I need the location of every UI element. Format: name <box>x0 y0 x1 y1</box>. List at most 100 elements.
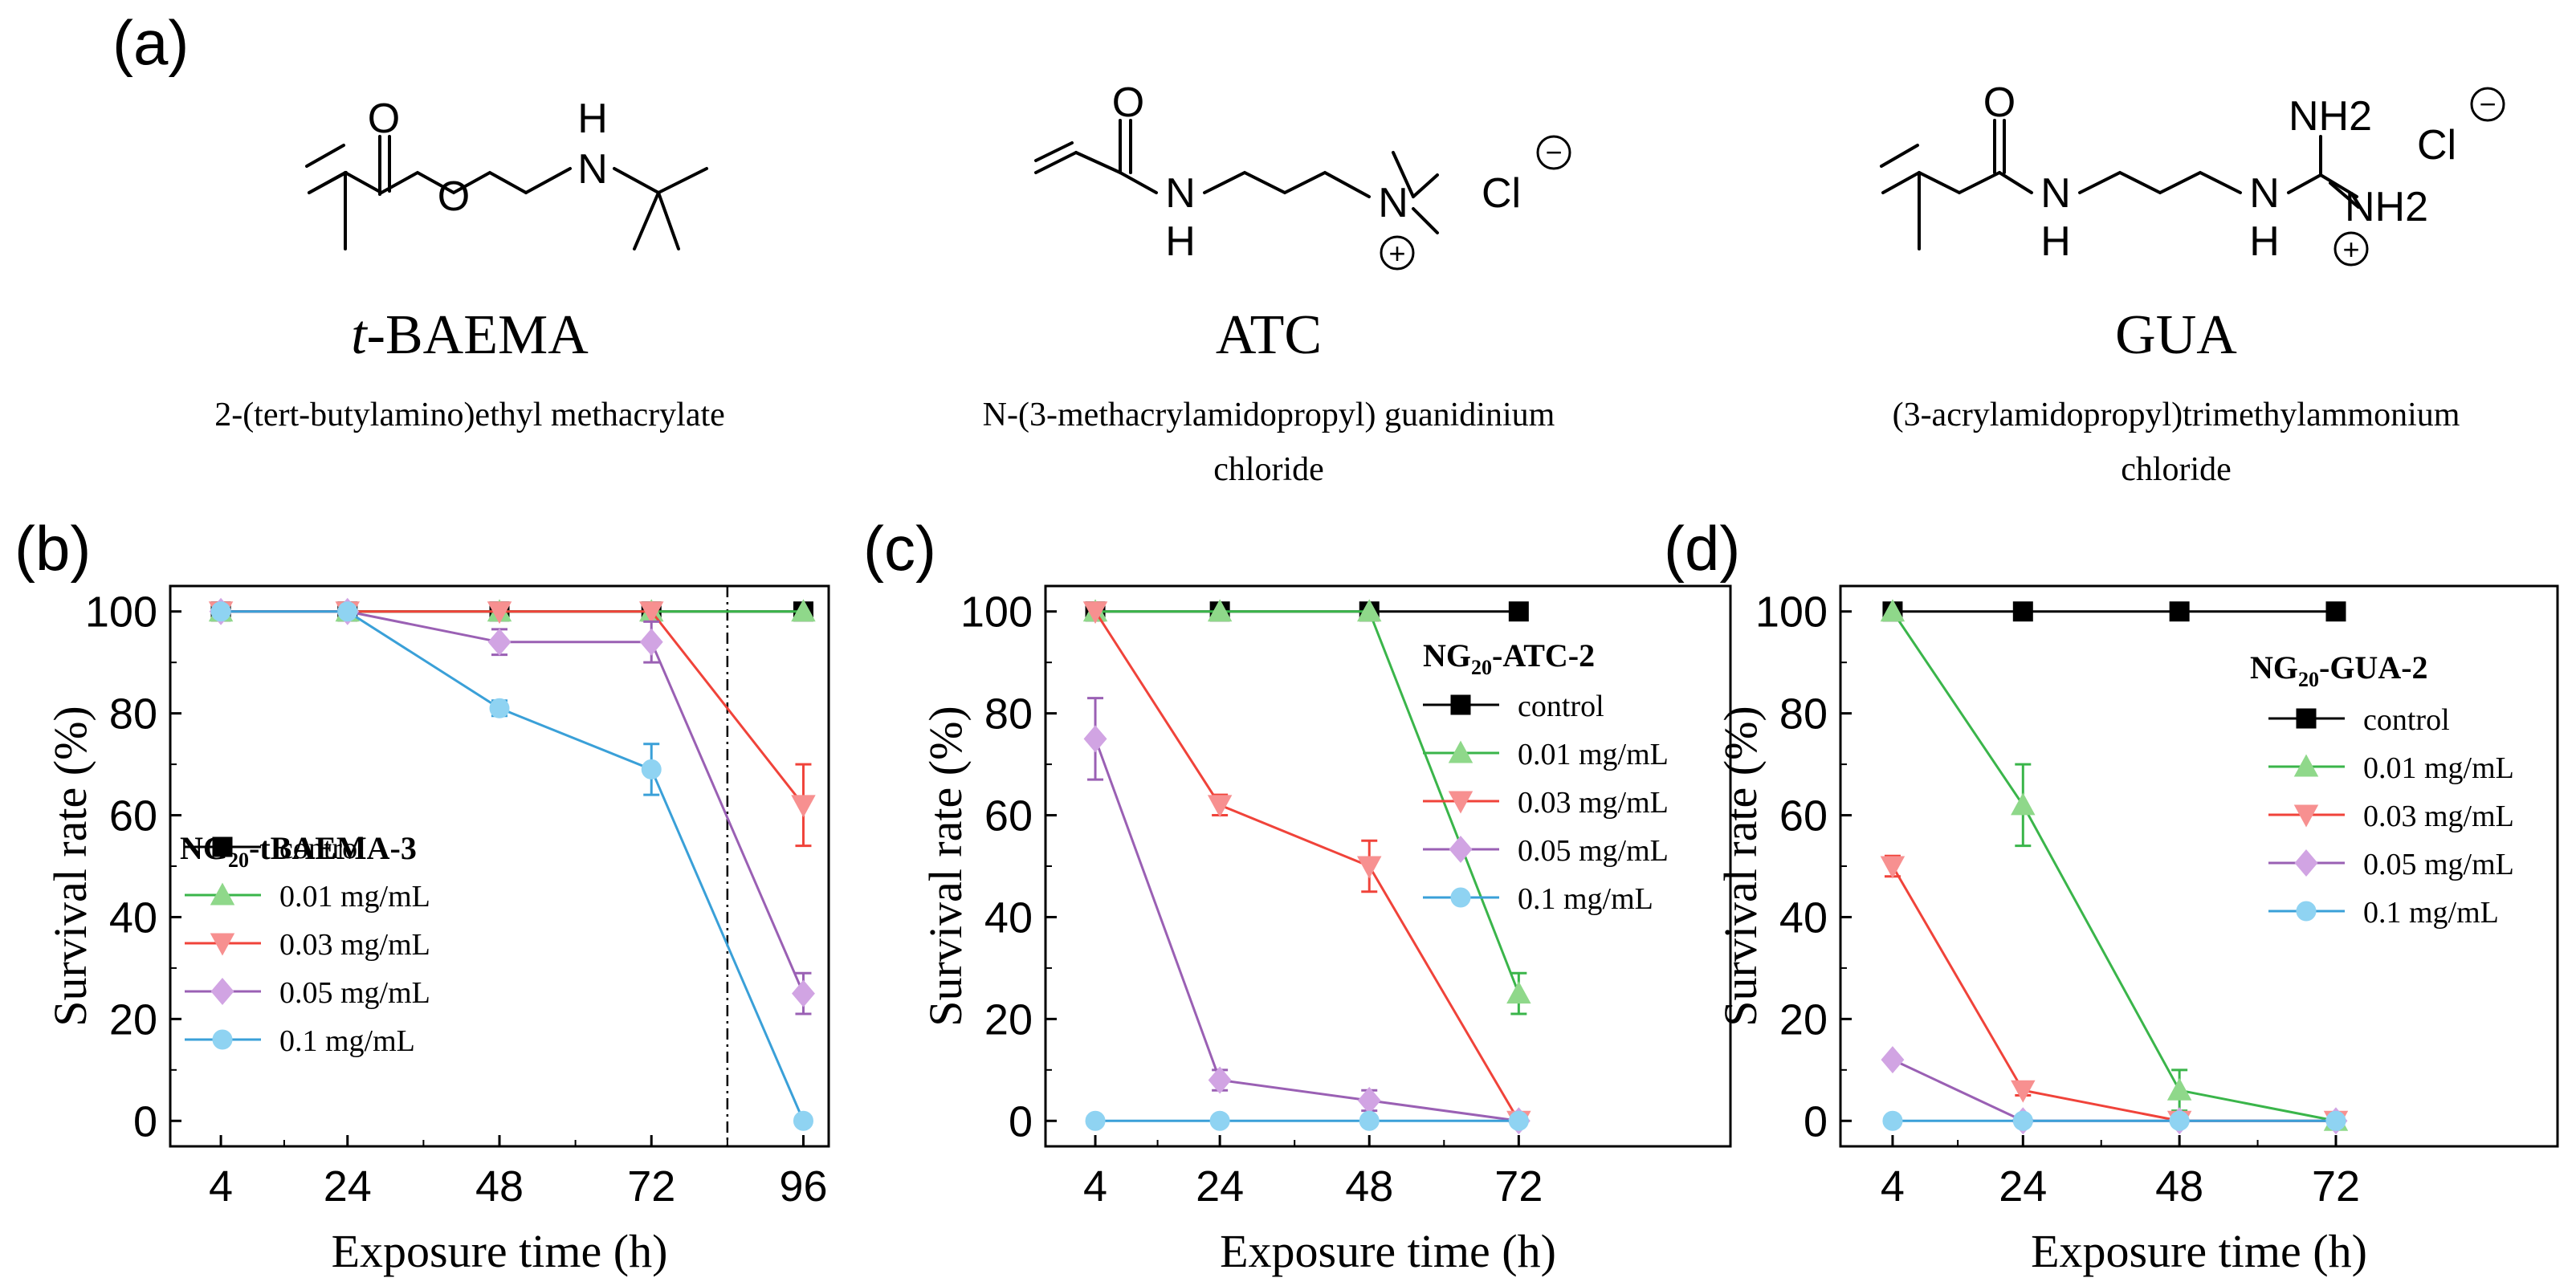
gua-atom-h2: H <box>2249 218 2280 265</box>
x-tick-label: 72 <box>1494 1162 1543 1211</box>
y-axis-label: Survival rate (%) <box>919 706 972 1026</box>
x-tick-label: 72 <box>627 1162 675 1211</box>
structure-atc-name: ATC <box>1216 304 1322 366</box>
data-point <box>337 601 358 622</box>
y-tick-label: 20 <box>984 995 1033 1044</box>
y-tick-label: 100 <box>1755 588 1828 637</box>
tbaema-atom-o2: O <box>438 173 470 220</box>
legend-marker <box>210 882 235 906</box>
data-point <box>1209 1110 1230 1131</box>
legend-marker <box>1449 836 1473 863</box>
legend-title-rest: -GUA-2 <box>2319 649 2428 686</box>
legend-label: 0.01 mg/mL <box>2363 751 2514 785</box>
data-point <box>2012 1110 2033 1131</box>
data-point <box>1207 599 1233 622</box>
legend-marker <box>2296 708 2317 729</box>
gua-atom-nh2a: NH2 <box>2289 93 2372 140</box>
gua-anion-circle <box>2470 87 2505 122</box>
structure-tbaema <box>305 135 708 250</box>
data-point <box>1882 1110 1903 1131</box>
structure-gua <box>1880 119 2360 250</box>
series-line <box>1094 610 1520 1122</box>
legend-marker <box>1450 887 1471 908</box>
series-2 <box>1880 854 2349 1133</box>
legend-title-main: NG <box>2250 649 2298 686</box>
series-4 <box>1882 1110 2346 1131</box>
y-tick-label: 40 <box>984 893 1033 942</box>
atc-cation-circle <box>1380 235 1415 271</box>
structure-atc-caption-line2: chloride <box>1213 451 1324 488</box>
chart-panel-0: (b) 0 20 40 60 80 100 4 24 48 72 96 Exposure time (h… <box>14 513 830 1277</box>
data-point <box>793 1110 813 1131</box>
x-tick-label: 24 <box>1196 1162 1244 1211</box>
legend-label: 0.01 mg/mL <box>279 880 430 914</box>
legend-title-sub: 20 <box>2298 668 2319 691</box>
data-point <box>1207 795 1233 818</box>
y-tick-label: 40 <box>109 893 157 942</box>
legend-title-sub: 20 <box>1471 656 1492 679</box>
legend-label: 0.05 mg/mL <box>1518 834 1669 868</box>
legend-marker <box>2294 849 2318 877</box>
legend-label: 0.05 mg/mL <box>279 976 430 1010</box>
gua-atom-n2: N <box>2249 170 2280 217</box>
y-tick-label: 60 <box>984 792 1033 840</box>
x-tick-label: 4 <box>1881 1162 1905 1211</box>
y-tick-label: 20 <box>109 995 157 1044</box>
legend-label: 0.1 mg/mL <box>279 1024 415 1058</box>
data-point <box>1508 601 1529 622</box>
x-tick-label: 72 <box>2312 1162 2360 1211</box>
legend-label: 0.1 mg/mL <box>1518 882 1653 916</box>
y-tick-label: 40 <box>1779 893 1828 942</box>
legend-label: control <box>1518 690 1604 723</box>
data-point <box>489 698 510 718</box>
legend-marker <box>2293 804 2319 828</box>
series-line <box>1095 610 1520 995</box>
series-1 <box>1880 599 2349 1131</box>
y-tick-label: 0 <box>133 1097 157 1146</box>
x-tick-label: 24 <box>324 1162 372 1211</box>
legend-label: control <box>279 832 366 865</box>
data-point <box>1208 1066 1232 1094</box>
data-point <box>1359 1110 1380 1131</box>
data-point <box>791 599 816 622</box>
chart-panel-1: (c) 0 20 40 60 80 100 4 24 48 72 Exposure time (h) S… <box>863 513 1732 1277</box>
data-point <box>639 628 663 656</box>
series-4 <box>210 601 813 1131</box>
legend-title: NG20-GUA-2 <box>2250 649 2428 691</box>
gua-atom-o: O <box>1983 79 2016 126</box>
y-tick-label: 100 <box>960 588 1033 637</box>
series-0 <box>1882 601 2346 622</box>
data-point <box>1880 599 1906 622</box>
data-point <box>2169 601 2190 622</box>
y-tick-label: 100 <box>85 588 157 637</box>
legend-label: 0.05 mg/mL <box>2363 848 2514 881</box>
structure-gua-name: GUA <box>2115 304 2237 366</box>
data-point <box>1506 981 1531 1004</box>
gua-anion-sign: − <box>2479 88 2496 120</box>
legend-label: 0.1 mg/mL <box>2363 896 2499 930</box>
x-tick-label: 24 <box>1999 1162 2047 1211</box>
atc-atom-h: H <box>1165 218 1196 265</box>
panel-label: (c) <box>863 513 936 584</box>
atc-atom-n2: N <box>1378 180 1408 226</box>
data-point <box>2166 1077 2192 1101</box>
panel-a-label: (a) <box>112 7 189 78</box>
series-2 <box>1082 601 1531 1133</box>
atc-cation-sign: + <box>1388 237 1405 270</box>
x-axis-label: Exposure time (h) <box>2031 1225 2367 1277</box>
atc-atom-o: O <box>1112 79 1144 126</box>
gua-atom-nh2b: NH2 <box>2345 184 2428 230</box>
panel-label: (b) <box>14 513 91 584</box>
legend-marker <box>210 978 234 1005</box>
y-tick-label: 80 <box>984 690 1033 739</box>
data-point <box>791 795 816 818</box>
data-point <box>487 628 512 656</box>
x-tick-label: 4 <box>209 1162 233 1211</box>
structure-gua-caption-line2: chloride <box>2121 451 2232 488</box>
gua-cation-circle <box>2333 231 2369 267</box>
y-tick-label: 20 <box>1779 995 1828 1044</box>
x-tick-label: 48 <box>2155 1162 2203 1211</box>
data-point <box>641 759 662 779</box>
x-axis-label: Exposure time (h) <box>1220 1225 1556 1277</box>
